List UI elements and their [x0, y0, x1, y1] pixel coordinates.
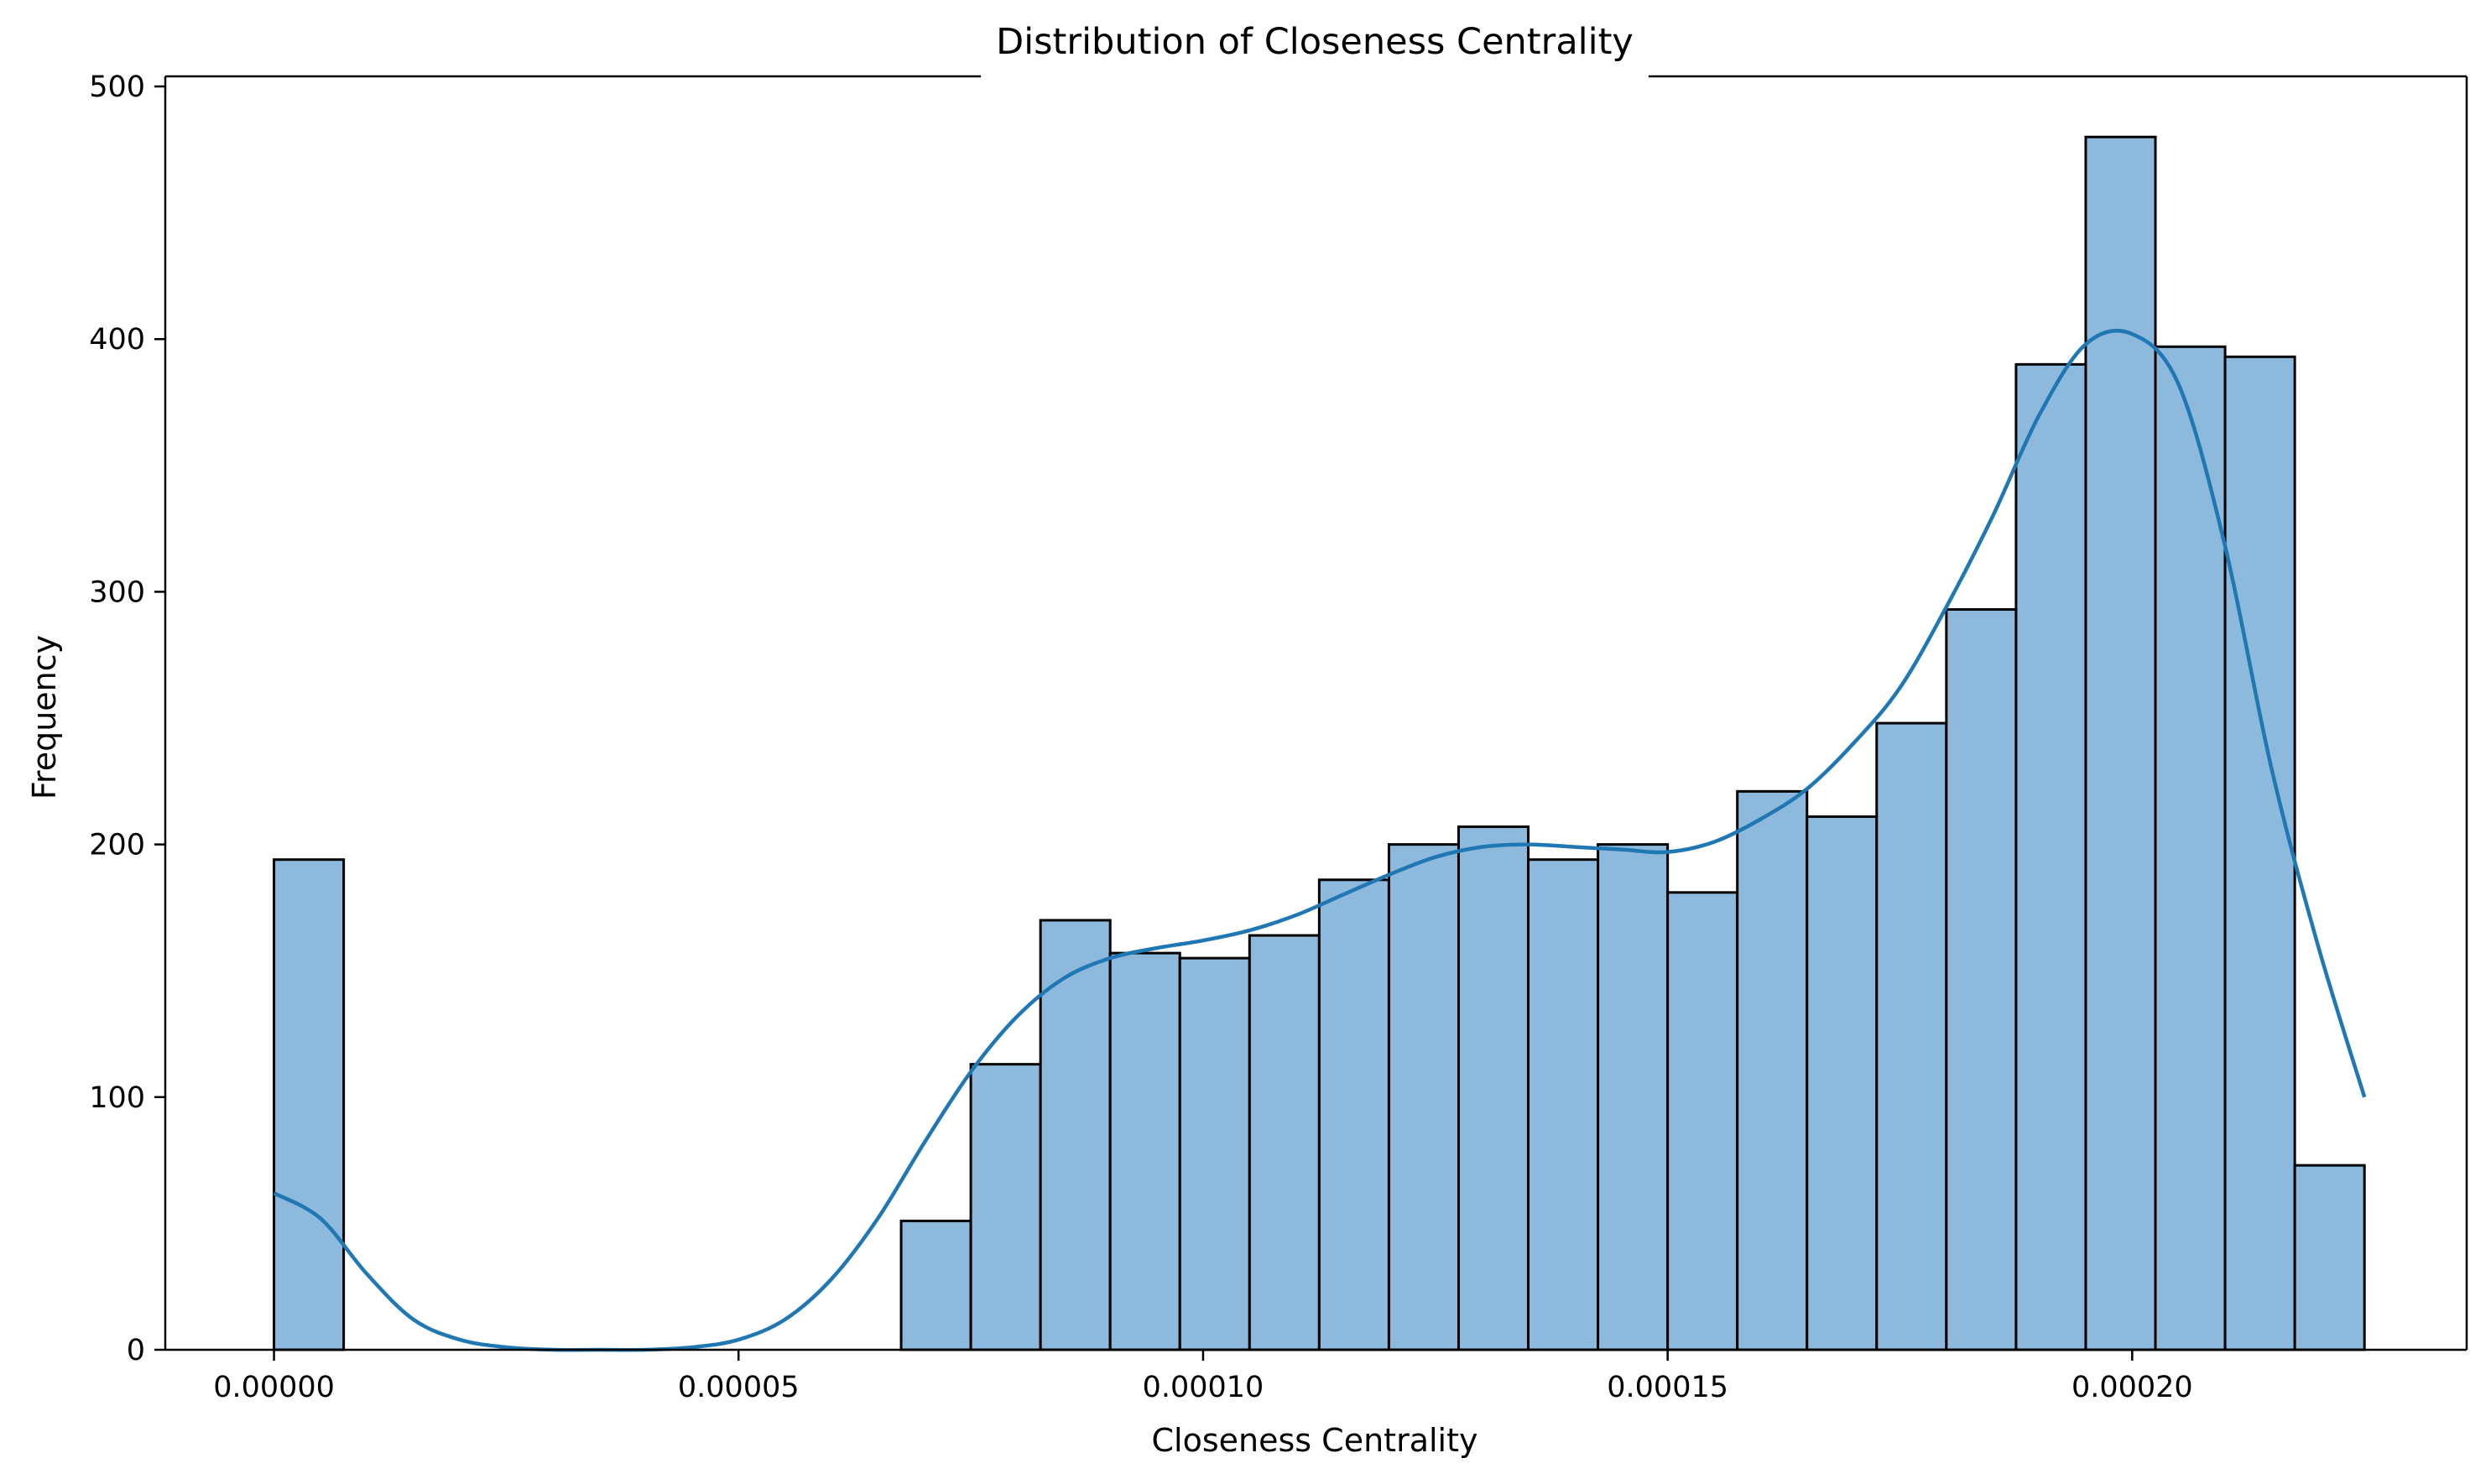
histogram-bar [2014, 362, 2087, 1351]
y-axis-ticks: 0 100 200 300 400 500 [89, 70, 165, 1367]
histogram-bar [1527, 858, 1600, 1351]
histogram-bar [1248, 934, 1321, 1351]
histogram-bar [1317, 878, 1390, 1351]
histogram-bar [1806, 815, 1879, 1351]
histogram-bar [1875, 721, 1948, 1351]
y-tick-label: 200 [89, 829, 145, 862]
histogram-bar [273, 858, 346, 1351]
y-tick-label: 300 [89, 575, 145, 609]
y-tick-label: 400 [89, 323, 145, 357]
histogram-bar [1945, 608, 2018, 1351]
y-tick-label: 0 [127, 1334, 145, 1367]
histogram-bar [1108, 951, 1181, 1351]
histogram-bar [2154, 345, 2227, 1351]
x-axis-ticks: 0.00000 0.00005 0.00010 0.00015 0.00020 [213, 1350, 2193, 1404]
histogram-bar [1597, 843, 1670, 1351]
y-tick-label: 500 [89, 70, 145, 104]
histogram-bar [1736, 789, 1809, 1351]
chart-title: Distribution of Closeness Centrality [996, 21, 1634, 63]
histogram-bar [2293, 1164, 2366, 1351]
x-tick-label: 0.00015 [1607, 1371, 1728, 1404]
x-axis-label: Closeness Centrality [1152, 1422, 1478, 1459]
histogram-bar [1457, 825, 1530, 1351]
x-tick-label: 0.00000 [213, 1371, 335, 1404]
histogram-bar [2084, 135, 2157, 1351]
x-tick-label: 0.00020 [2071, 1371, 2193, 1404]
histogram-bar [1387, 843, 1460, 1351]
x-tick-label: 0.00005 [678, 1371, 800, 1404]
title-background [981, 73, 1649, 80]
histogram-bar [1039, 919, 1112, 1351]
histogram-bar [1666, 891, 1739, 1351]
x-tick-label: 0.00010 [1143, 1371, 1264, 1404]
histogram-bar [969, 1063, 1042, 1351]
y-axis-label: Frequency [26, 635, 63, 799]
histogram-bars [273, 135, 2366, 1351]
histogram-bar [899, 1219, 972, 1351]
histogram-bar [2223, 355, 2296, 1351]
histogram-bar [1178, 956, 1251, 1351]
y-tick-label: 100 [89, 1081, 145, 1115]
